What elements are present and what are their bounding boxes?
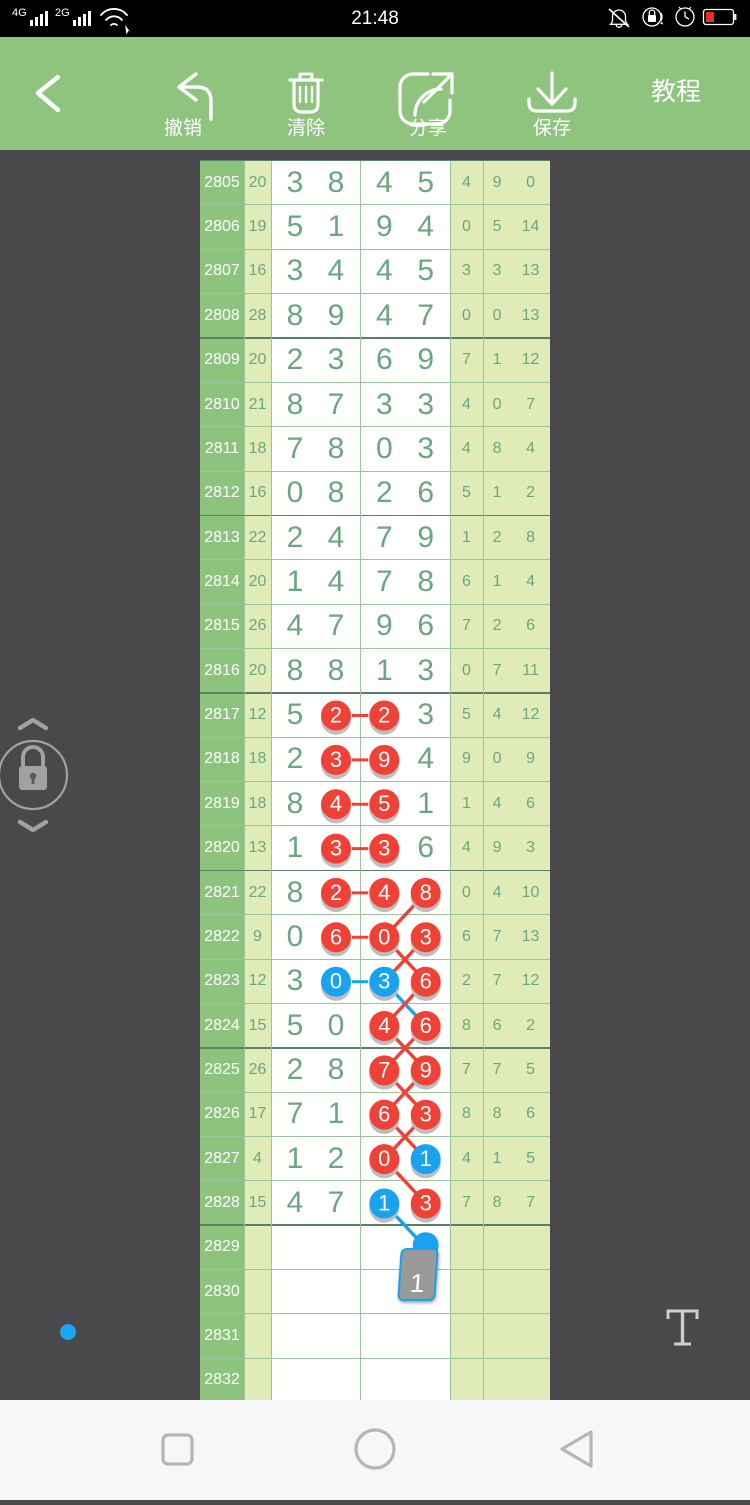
svg-text:6: 6 xyxy=(420,1013,432,1038)
svg-text:1: 1 xyxy=(420,1146,432,1171)
svg-text:3: 3 xyxy=(420,924,432,949)
svg-text:教程: 教程 xyxy=(651,78,701,106)
svg-text:2G: 2G xyxy=(55,7,70,19)
svg-text:3: 3 xyxy=(378,968,390,993)
svg-text:0: 0 xyxy=(378,1146,390,1171)
svg-text:分享: 分享 xyxy=(409,117,447,139)
svg-text:0: 0 xyxy=(330,968,342,993)
svg-text:3: 3 xyxy=(330,746,342,771)
svg-text:3: 3 xyxy=(330,835,342,860)
svg-text:7: 7 xyxy=(378,1057,390,1082)
svg-text:21:48: 21:48 xyxy=(351,8,399,29)
svg-text:5: 5 xyxy=(378,791,390,816)
svg-text:8: 8 xyxy=(420,879,432,904)
svg-text:2: 2 xyxy=(330,702,342,727)
svg-text:3: 3 xyxy=(420,1190,432,1215)
svg-text:6: 6 xyxy=(420,968,432,993)
svg-text:4: 4 xyxy=(378,879,390,904)
svg-text:9: 9 xyxy=(420,1057,432,1082)
svg-text:6: 6 xyxy=(330,924,342,949)
svg-text:4: 4 xyxy=(330,791,342,816)
svg-text:9: 9 xyxy=(378,746,390,771)
svg-text:3: 3 xyxy=(378,835,390,860)
svg-text:1: 1 xyxy=(378,1190,390,1215)
svg-text:撤销: 撤销 xyxy=(164,117,202,139)
svg-text:4G: 4G xyxy=(12,7,27,19)
svg-text:0: 0 xyxy=(378,924,390,949)
svg-text:3: 3 xyxy=(420,1101,432,1126)
svg-text:6: 6 xyxy=(378,1101,390,1126)
svg-text:4: 4 xyxy=(378,1013,390,1038)
svg-text:清除: 清除 xyxy=(287,117,325,139)
svg-text:2: 2 xyxy=(330,879,342,904)
svg-text:保存: 保存 xyxy=(533,117,571,139)
svg-text:2: 2 xyxy=(378,702,390,727)
